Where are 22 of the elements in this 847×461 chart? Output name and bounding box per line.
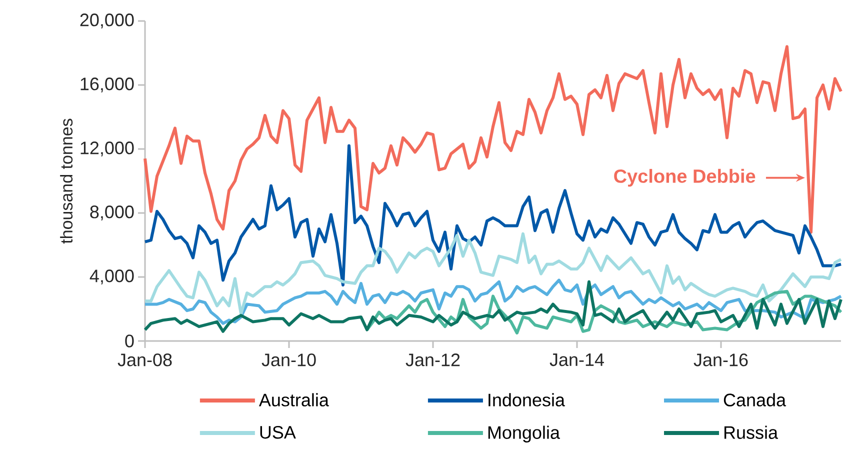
legend-label: Mongolia <box>488 426 560 443</box>
line-series <box>144 280 842 333</box>
y-tick-label: 20,000 <box>80 14 134 28</box>
line-series <box>144 45 842 234</box>
legend-label: Russia <box>724 426 778 439</box>
legend-label: Indonesia <box>488 393 565 406</box>
x-tick-label: Jan-10 <box>262 354 316 366</box>
x-tick-label: Jan-16 <box>694 354 748 366</box>
x-tick-label: Jan-12 <box>406 354 460 366</box>
x-tick-label: Jan-14 <box>550 354 604 366</box>
line-series <box>144 232 842 316</box>
y-tick-label: 4,000 <box>90 270 134 284</box>
legend-label: Canada <box>724 393 786 406</box>
annotation: Cyclone Debbie <box>614 168 756 187</box>
y-tick-label: 0 <box>125 334 134 348</box>
legend-label: Australia <box>258 393 329 406</box>
y-tick-label: 12,000 <box>80 142 134 156</box>
y-tick-label: 16,000 <box>80 78 134 92</box>
legend-label: USA <box>260 426 296 439</box>
y-tick-label: 8,000 <box>90 206 134 220</box>
x-tick-label: Jan-08 <box>118 354 172 366</box>
y-axis-title: thousand tonnes <box>60 118 73 244</box>
